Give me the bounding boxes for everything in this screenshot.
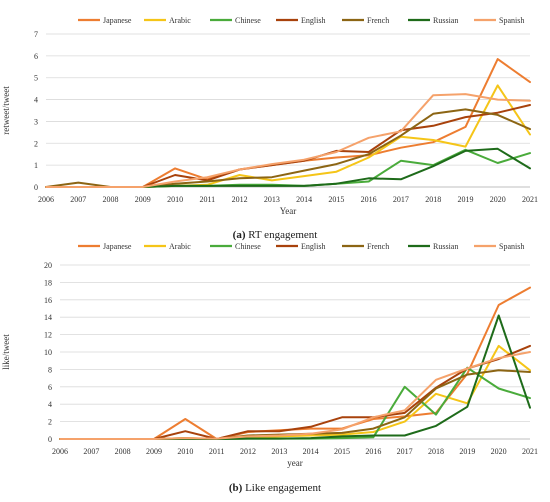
caption-like: (b) Like engagement <box>0 482 550 494</box>
y-tick-label: 20 <box>44 261 52 270</box>
series-line-arabic <box>45 84 531 188</box>
y-axis-label: retweet/tweet <box>1 86 11 135</box>
x-tick-label: 2020 <box>491 447 507 456</box>
series-line-english <box>59 344 531 440</box>
rt-engagement-chart: 0 1 2 3 4 5 6 7 2006 2007 2008 2009 2010 2011 2012 2013… <box>1 16 538 216</box>
legend-label-arabic: Arabic <box>169 16 191 25</box>
y-tick-label: 18 <box>44 278 52 287</box>
y-tick-label: 0 <box>48 435 52 444</box>
y-tick-label: 4 <box>48 400 52 409</box>
x-tick-label: 2011 <box>209 447 225 456</box>
y-tick-label: 6 <box>34 52 38 61</box>
x-tick-label: 2021 <box>522 447 538 456</box>
x-tick-label: 2013 <box>264 195 280 204</box>
legend-label-russian: Russian <box>433 16 458 25</box>
y-tick-label: 6 <box>48 383 52 392</box>
caption-rt-letter: (a) <box>232 229 246 241</box>
x-tick-label: 2008 <box>115 447 131 456</box>
x-tick-label: 2011 <box>199 195 215 204</box>
series-line-spanish <box>45 93 531 188</box>
x-tick-label: 2010 <box>167 195 183 204</box>
y-tick-label: 10 <box>44 348 52 357</box>
y-axis-label: like/tweet <box>1 334 11 370</box>
like-engagement-chart: 0 2 4 6 8 10 12 14 16 18 20 2006 2007 2008 2009 2010 201… <box>1 242 538 468</box>
series-line-spanish <box>59 351 531 440</box>
x-tick-label: 2012 <box>240 447 256 456</box>
x-tick-label: 2021 <box>522 195 538 204</box>
series-line-arabic <box>59 344 531 440</box>
x-tick-label: 2015 <box>334 447 350 456</box>
y-tick-label: 3 <box>34 117 38 126</box>
y-tick-label: 4 <box>34 96 38 105</box>
caption-like-text: Like engagement <box>245 482 322 494</box>
x-tick-label: 2016 <box>361 195 377 204</box>
caption-rt-text: RT engagement <box>248 229 318 241</box>
y-tick-label: 7 <box>34 30 38 39</box>
x-tick-label: 2016 <box>365 447 381 456</box>
x-tick-label: 2018 <box>425 195 441 204</box>
y-tick-label: 2 <box>34 139 38 148</box>
legend-label-japanese: Japanese <box>103 16 132 25</box>
legend-label-spanish: Spanish <box>499 242 524 251</box>
x-tick-label: 2009 <box>146 447 162 456</box>
x-tick-label: 2013 <box>271 447 287 456</box>
y-tick-label: 12 <box>44 331 52 340</box>
legend-label-arabic: Arabic <box>169 242 191 251</box>
legend-label-japanese: Japanese <box>103 242 132 251</box>
x-tick-label: 2006 <box>52 447 68 456</box>
legend-label-chinese: Chinese <box>235 16 261 25</box>
x-tick-label: 2019 <box>457 195 473 204</box>
legend-label-french: French <box>367 242 389 251</box>
legend-label-russian: Russian <box>433 242 458 251</box>
y-tick-label: 16 <box>44 296 52 305</box>
legend-label-spanish: Spanish <box>499 16 524 25</box>
legend-label-english: English <box>301 16 325 25</box>
y-tick-label: 1 <box>34 161 38 170</box>
x-tick-label: 2018 <box>428 447 444 456</box>
x-tick-label: 2007 <box>70 195 86 204</box>
caption-like-letter: (b) <box>228 482 243 494</box>
legend-label-english: English <box>301 242 325 251</box>
x-tick-label: 2014 <box>303 447 319 456</box>
x-tick-label: 2007 <box>83 447 99 456</box>
x-tick-label: 2006 <box>38 195 54 204</box>
x-tick-label: 2012 <box>232 195 248 204</box>
x-axis-label: Year <box>280 206 297 216</box>
y-tick-label: 5 <box>34 74 38 83</box>
x-tick-label: 2008 <box>103 195 119 204</box>
x-tick-label: 2017 <box>397 447 413 456</box>
y-tick-label: 8 <box>48 365 52 374</box>
x-tick-label: 2015 <box>328 195 344 204</box>
legend-label-chinese: Chinese <box>235 242 261 251</box>
caption-rt: (a) RT engagement <box>0 229 550 241</box>
x-tick-label: 2019 <box>459 447 475 456</box>
legend-label-french: French <box>367 16 389 25</box>
x-axis-label: year <box>287 458 303 468</box>
x-tick-label: 2020 <box>490 195 506 204</box>
y-tick-label: 14 <box>44 313 52 322</box>
x-tick-label: 2009 <box>135 195 151 204</box>
series-line-japanese <box>45 58 531 188</box>
series-line-japanese <box>59 286 531 440</box>
series-line-russian <box>45 147 531 188</box>
x-tick-label: 2014 <box>296 195 312 204</box>
y-tick-label: 2 <box>48 418 52 427</box>
x-tick-label: 2017 <box>393 195 409 204</box>
x-tick-label: 2010 <box>177 447 193 456</box>
y-tick-label: 0 <box>34 183 38 192</box>
